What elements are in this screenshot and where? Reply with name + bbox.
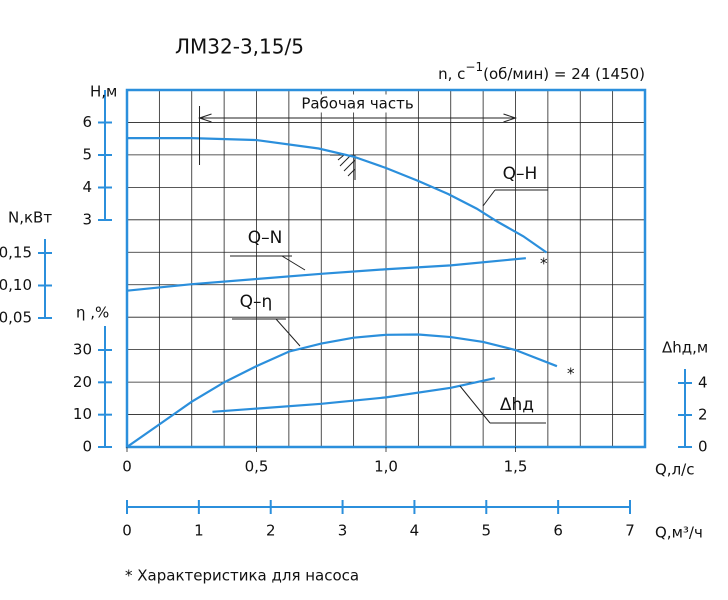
- speed-label: n, c−1(об/мин) = 24 (1450): [438, 60, 645, 83]
- y-tick-label: 0: [698, 438, 708, 456]
- curve-label: Q–η: [240, 292, 273, 312]
- y-tick-label: 4: [82, 178, 92, 196]
- leader: [459, 385, 491, 424]
- curve-label: Q–N: [248, 228, 283, 248]
- y-tick-label: 4: [698, 374, 708, 392]
- leader: [281, 255, 306, 271]
- curve: [126, 257, 526, 292]
- y-axis-title: Δhд,м: [662, 339, 708, 357]
- leader: [275, 318, 301, 347]
- x2-tick-label: 4: [410, 522, 420, 540]
- y-tick-label: 0,10: [0, 276, 32, 294]
- x2-tick-label: 6: [553, 522, 563, 540]
- x2-tick-label: 0: [122, 522, 132, 540]
- working-label: Рабочая часть: [301, 95, 413, 113]
- y-axis-title: Н,м: [90, 83, 117, 101]
- curve: [212, 377, 496, 413]
- y-tick-label: 0: [82, 438, 92, 456]
- x-tick-label: 0,5: [245, 458, 269, 476]
- x2-axis-title: Q,м³/ч: [655, 524, 703, 542]
- x-tick-label: 1,5: [504, 458, 528, 476]
- x2-tick-label: 1: [194, 522, 204, 540]
- x-axis-title: Q,л/с: [655, 461, 694, 479]
- curve-label: Q–H: [503, 164, 538, 184]
- speed-sup: −1: [465, 60, 483, 74]
- y-axis-title: η ,%: [76, 304, 109, 322]
- label-bg: [298, 94, 417, 113]
- arrow-head: [503, 113, 518, 123]
- end-mark: *: [567, 365, 575, 383]
- x-tick-label: 0: [122, 458, 132, 476]
- y-tick-label: 6: [82, 113, 92, 131]
- footnote: * Характеристика для насоса: [125, 567, 359, 585]
- y-tick-label: 0,05: [0, 309, 32, 327]
- curve: [127, 137, 548, 254]
- speed-suffix: (об/мин) = 24 (1450): [483, 65, 645, 83]
- x2-tick-label: 5: [482, 522, 492, 540]
- y-axis-title: N,кВт: [8, 209, 52, 227]
- y-tick-label: 3: [82, 211, 92, 229]
- end-mark: *: [540, 255, 548, 273]
- x2-tick-label: 3: [338, 522, 348, 540]
- curve: [126, 333, 558, 448]
- y-tick-label: 10: [73, 405, 92, 423]
- y-tick-label: 30: [73, 341, 92, 359]
- chart-title: ЛМ32-3,15/5: [175, 35, 304, 59]
- leader: [482, 189, 496, 207]
- y-tick-label: 0,15: [0, 244, 32, 262]
- y-tick-label: 20: [73, 373, 92, 391]
- x2-tick-label: 2: [266, 522, 276, 540]
- x2-tick-label: 7: [625, 522, 635, 540]
- curve-label: Δhд: [500, 395, 534, 415]
- speed-prefix: n, c: [438, 65, 465, 83]
- y-tick-label: 5: [82, 146, 92, 164]
- y-tick-label: 2: [698, 406, 708, 424]
- x-tick-label: 1,0: [374, 458, 398, 476]
